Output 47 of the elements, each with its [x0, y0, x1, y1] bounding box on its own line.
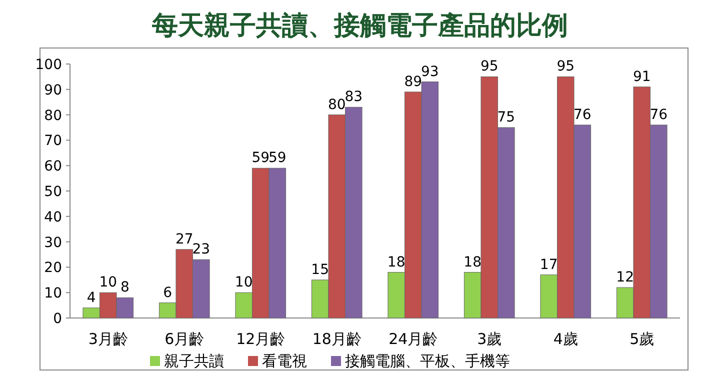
data-label: 95	[480, 58, 498, 75]
y-tick-label: 90	[44, 82, 62, 98]
legend-label: 看電視	[262, 352, 307, 370]
data-label: 89	[404, 74, 422, 90]
data-label: 76	[650, 106, 668, 123]
data-label: 23	[192, 242, 210, 258]
data-label: 10	[234, 274, 253, 291]
x-tick-label: 5歲	[630, 330, 654, 348]
data-label: 91	[632, 68, 651, 85]
x-tick-label: 4歲	[553, 330, 578, 348]
data-label: 18	[387, 254, 406, 270]
x-tick-label: 18月齡	[312, 330, 362, 348]
y-tick-label: 100	[35, 57, 62, 73]
data-label: 80	[328, 96, 346, 113]
data-label: 6	[163, 284, 172, 301]
data-label: 18	[464, 254, 482, 270]
x-tick-label: 12月齡	[236, 330, 286, 348]
y-tick-label: 0	[53, 311, 62, 327]
data-label: 93	[420, 64, 439, 80]
legend-label: 親子共讀	[164, 352, 224, 370]
data-label: 95	[556, 58, 575, 75]
data-label: 8	[120, 280, 130, 296]
y-tick-label: 20	[44, 260, 62, 276]
data-label: 12	[616, 270, 634, 286]
y-tick-label: 60	[44, 158, 62, 175]
data-label: 10	[99, 274, 118, 291]
legend-label: 接觸電腦、平板、手機等	[345, 352, 510, 370]
x-tick-label: 3歲	[477, 330, 502, 348]
x-tick-label: 24月齡	[388, 330, 438, 348]
data-label: 83	[344, 89, 363, 106]
data-label: 4	[86, 290, 96, 306]
y-tick-label: 40	[44, 209, 62, 226]
data-label: 27	[175, 231, 194, 248]
data-label: 17	[540, 256, 558, 273]
data-label: 59	[268, 150, 286, 166]
data-label: 76	[573, 106, 592, 123]
y-tick-label: 70	[44, 133, 62, 150]
data-label: 75	[497, 110, 516, 126]
x-tick-label: 3月齡	[88, 330, 128, 348]
y-tick-label: 10	[44, 286, 62, 302]
y-tick-label: 30	[44, 234, 62, 251]
chart-title: 每天親子共讀、接觸電子產品的比例	[151, 11, 568, 41]
data-label: 15	[311, 262, 330, 278]
y-tick-label: 50	[44, 184, 62, 200]
x-tick-label: 6月齡	[164, 330, 204, 348]
y-tick-label: 80	[44, 108, 62, 124]
data-label: 59	[252, 150, 270, 166]
